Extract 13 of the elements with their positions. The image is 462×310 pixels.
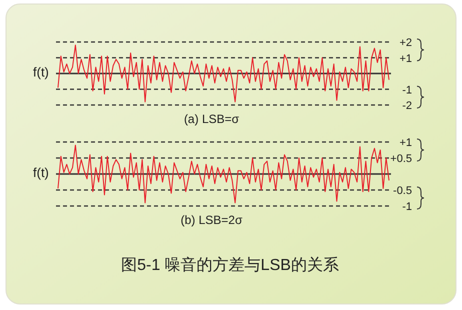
x-axis-title: (b) LSB=2σ bbox=[180, 213, 243, 227]
caption: 图5-1 噪音的方差与LSB的关系 bbox=[121, 256, 339, 274]
ref-line-label: -1 bbox=[402, 201, 412, 213]
ref-line-label: +1 bbox=[399, 137, 412, 149]
ref-line-label: -2 bbox=[402, 100, 412, 112]
y-axis-title: f(t) bbox=[33, 165, 49, 180]
ref-line-label: -0.5 bbox=[393, 185, 412, 197]
ref-line-label: +0.5 bbox=[390, 153, 412, 165]
ref-line-label: +2 bbox=[399, 37, 412, 49]
y-axis-title: f(t) bbox=[33, 64, 49, 80]
ref-line-label: -1 bbox=[402, 84, 412, 96]
x-axis-title: (a) LSB=σ bbox=[184, 112, 240, 126]
ref-line-label: +1 bbox=[399, 52, 412, 65]
